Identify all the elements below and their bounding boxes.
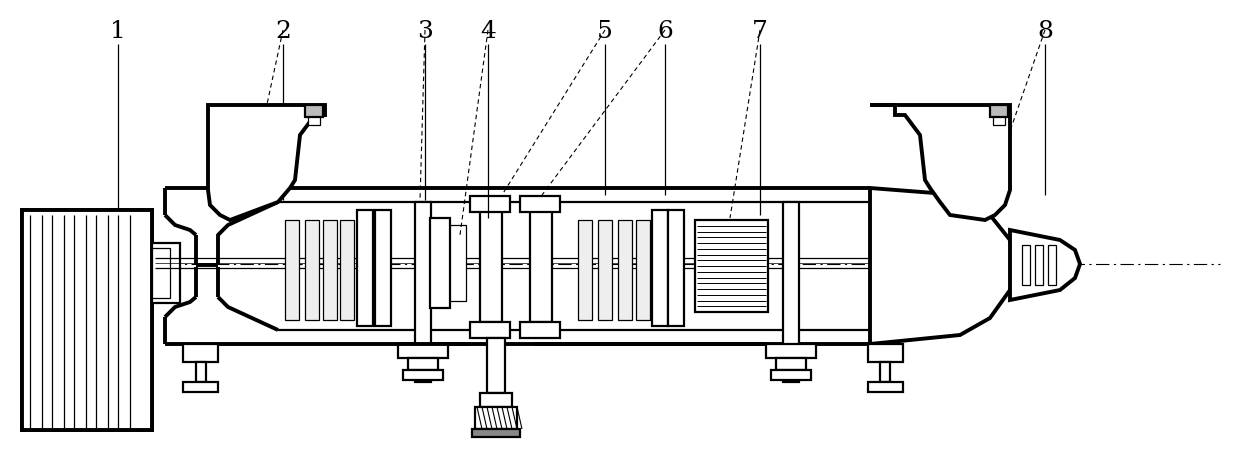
Bar: [308, 117, 320, 125]
Bar: [153, 248, 170, 298]
Bar: [472, 429, 520, 437]
Bar: [993, 117, 1004, 125]
Bar: [520, 322, 560, 338]
Polygon shape: [870, 188, 1016, 344]
Bar: [598, 220, 613, 320]
Bar: [196, 362, 206, 382]
Bar: [529, 202, 552, 322]
Bar: [470, 322, 510, 338]
Bar: [22, 210, 153, 430]
Bar: [340, 220, 353, 320]
Bar: [694, 220, 768, 312]
Bar: [990, 105, 1008, 117]
Bar: [22, 320, 153, 430]
Text: 7: 7: [753, 21, 768, 44]
Bar: [782, 202, 799, 362]
Bar: [1048, 245, 1056, 285]
Bar: [398, 344, 448, 358]
Bar: [668, 210, 684, 326]
Bar: [868, 382, 903, 392]
Bar: [153, 243, 180, 303]
Bar: [652, 210, 668, 326]
Bar: [403, 370, 443, 380]
Polygon shape: [870, 105, 1011, 220]
Bar: [636, 220, 650, 320]
Polygon shape: [1011, 230, 1080, 300]
Text: 1: 1: [110, 21, 126, 44]
Text: 3: 3: [417, 21, 433, 44]
Bar: [415, 202, 432, 362]
Bar: [520, 196, 560, 212]
Polygon shape: [208, 105, 325, 220]
Bar: [374, 210, 391, 326]
Bar: [184, 344, 218, 362]
Bar: [430, 218, 450, 308]
Bar: [782, 362, 799, 382]
Bar: [1022, 245, 1030, 285]
Bar: [776, 358, 806, 370]
Bar: [305, 105, 322, 117]
Bar: [578, 220, 591, 320]
Bar: [22, 210, 153, 320]
Bar: [184, 382, 218, 392]
Text: 6: 6: [657, 21, 673, 44]
Bar: [618, 220, 632, 320]
Bar: [322, 220, 337, 320]
Bar: [470, 196, 510, 212]
Bar: [285, 220, 299, 320]
Text: 2: 2: [275, 21, 291, 44]
Bar: [475, 407, 517, 429]
Bar: [1035, 245, 1043, 285]
Text: 8: 8: [1037, 21, 1053, 44]
Bar: [480, 393, 512, 407]
Text: 4: 4: [480, 21, 496, 44]
Bar: [868, 344, 903, 362]
Bar: [487, 338, 505, 393]
Bar: [408, 358, 438, 370]
Bar: [450, 225, 466, 301]
Bar: [880, 362, 890, 382]
Bar: [480, 202, 502, 322]
Bar: [771, 370, 811, 380]
Bar: [415, 362, 432, 382]
Bar: [766, 344, 816, 358]
Bar: [305, 220, 319, 320]
Bar: [357, 210, 373, 326]
Text: 5: 5: [598, 21, 613, 44]
